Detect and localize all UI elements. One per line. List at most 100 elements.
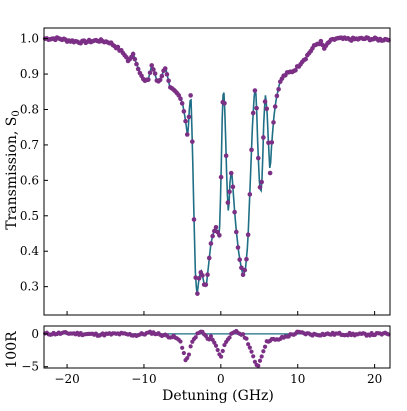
residual-point (186, 352, 192, 357)
data-point (203, 282, 209, 287)
data-point (225, 200, 231, 205)
data-point (195, 291, 200, 296)
x-tick-label: −20 (54, 372, 79, 386)
data-point (261, 135, 266, 140)
y-tick-label: 0.3 (20, 280, 39, 294)
data-point (188, 93, 193, 98)
data-point (230, 184, 236, 190)
data-point (232, 209, 237, 215)
data-point (247, 192, 253, 197)
residual-point (261, 349, 266, 354)
data-point (244, 256, 249, 262)
residual-point (180, 345, 185, 350)
data-point (191, 217, 197, 222)
data-point (266, 140, 271, 146)
data-points (42, 35, 391, 296)
x-tick-label: 0 (217, 372, 225, 386)
data-point (210, 233, 215, 239)
y-tick-label: 0.4 (20, 244, 39, 258)
data-point (250, 110, 256, 116)
data-point (196, 276, 202, 281)
data-point (234, 229, 239, 235)
residual-point (218, 354, 224, 359)
residual-point (227, 335, 232, 340)
x-tick-label: 10 (290, 372, 305, 386)
data-point (134, 61, 139, 67)
residual-point (213, 343, 219, 348)
data-point (149, 63, 155, 68)
y-tick-label: 0.6 (20, 173, 39, 187)
data-point (130, 51, 136, 57)
data-point (242, 267, 248, 273)
data-point (152, 71, 158, 76)
data-point (218, 174, 224, 180)
data-point (159, 73, 165, 79)
y-tick-label: 0 (31, 327, 39, 341)
data-point (240, 272, 246, 278)
residual-point (262, 344, 268, 349)
residual-point (185, 355, 190, 361)
data-point (179, 101, 185, 106)
data-point (228, 170, 234, 176)
data-point (186, 114, 192, 120)
x-axis-label: Detuning (GHz) (162, 388, 274, 404)
y-tick-label: 0.5 (20, 209, 39, 223)
data-point (293, 67, 298, 73)
data-point (146, 77, 151, 82)
residual-point (252, 359, 258, 364)
data-point (271, 120, 276, 125)
data-point (135, 66, 141, 72)
data-point (166, 78, 171, 84)
residual-point (259, 354, 264, 359)
residual-points (43, 328, 391, 368)
data-point (205, 272, 210, 278)
data-point (272, 104, 278, 109)
data-point (235, 245, 241, 250)
data-point (252, 88, 258, 93)
data-point (262, 99, 268, 104)
residual-point (207, 337, 212, 342)
data-point (245, 232, 251, 237)
x-tick-label: −10 (131, 372, 156, 386)
main-y-axis-label: Transmission, S0 (4, 110, 22, 230)
data-point (217, 232, 222, 238)
fit-line (44, 37, 391, 295)
data-point (115, 44, 121, 50)
main-frame (43, 27, 391, 316)
y-tick-label: 0.9 (20, 67, 39, 81)
data-point (183, 118, 188, 124)
data-point (124, 54, 129, 60)
residual-point (215, 347, 220, 353)
data-point (200, 273, 205, 278)
data-point (164, 72, 170, 77)
data-point (184, 132, 190, 137)
data-point (267, 170, 273, 176)
data-point (223, 153, 229, 158)
residual-point (178, 339, 183, 344)
residual-point (222, 342, 227, 348)
residual-point (247, 345, 252, 350)
residual-panel: 0 −5 −20 −10 0 10 20 (21, 325, 391, 386)
residual-point (244, 336, 249, 341)
x-tick-label: 20 (367, 372, 382, 386)
residual-point (240, 332, 246, 337)
y-tick-label: 0.8 (20, 102, 39, 116)
residual-frame (43, 325, 391, 369)
residual-point (249, 349, 254, 354)
residual-point (256, 363, 261, 368)
data-point (162, 66, 168, 71)
data-point (303, 56, 308, 62)
data-point (239, 265, 244, 271)
data-point (222, 100, 227, 106)
residual-point (246, 342, 251, 347)
residual-point (188, 344, 193, 349)
residual-point (220, 348, 225, 354)
data-point (257, 185, 263, 190)
y-tick-label: −5 (21, 360, 39, 374)
data-point (147, 70, 153, 76)
residual-point (208, 334, 214, 339)
data-point (132, 56, 138, 62)
data-point (157, 77, 163, 83)
data-point (237, 257, 242, 262)
